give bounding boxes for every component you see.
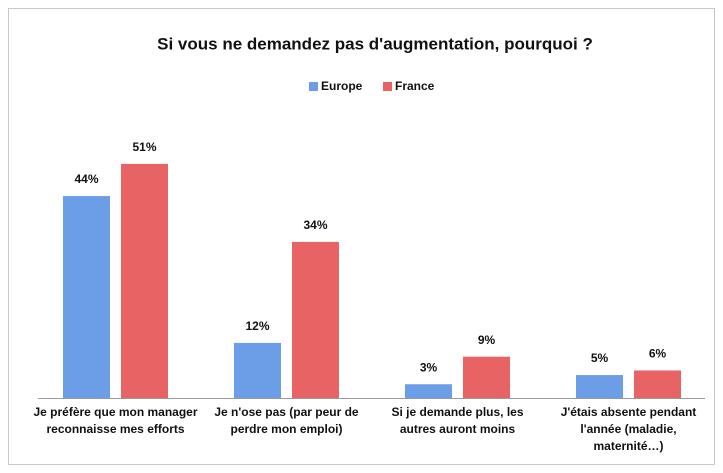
bar bbox=[463, 356, 510, 398]
x-tick-label: Je préfère que mon manager reconnaisse m… bbox=[33, 405, 198, 436]
legend-swatch bbox=[383, 82, 392, 91]
value-label: 12% bbox=[245, 319, 269, 333]
legend-label: Europe bbox=[321, 79, 363, 93]
value-label: 51% bbox=[132, 140, 156, 154]
legend-label: France bbox=[395, 79, 435, 93]
chart-title: Si vous ne demandez pas d'augmentation, … bbox=[157, 34, 593, 53]
legend-swatch bbox=[309, 82, 318, 91]
bar bbox=[292, 241, 339, 398]
value-label: 44% bbox=[74, 172, 98, 186]
bar bbox=[234, 342, 281, 398]
value-label: 3% bbox=[420, 360, 438, 374]
value-label: 5% bbox=[591, 351, 609, 365]
x-tick-label: J'étais absente pendant l'année (maladie… bbox=[560, 405, 697, 453]
bar bbox=[576, 375, 623, 398]
bar bbox=[121, 163, 168, 398]
bar bbox=[634, 370, 681, 398]
value-label: 34% bbox=[303, 218, 327, 232]
value-label: 6% bbox=[649, 347, 667, 361]
x-tick-label: Si je demande plus, les autres auront mo… bbox=[391, 405, 524, 436]
value-label: 9% bbox=[478, 333, 496, 347]
bar bbox=[405, 384, 452, 398]
bar bbox=[63, 196, 110, 398]
x-tick-label: Je n'ose pas (par peur de perdre mon emp… bbox=[214, 405, 359, 436]
